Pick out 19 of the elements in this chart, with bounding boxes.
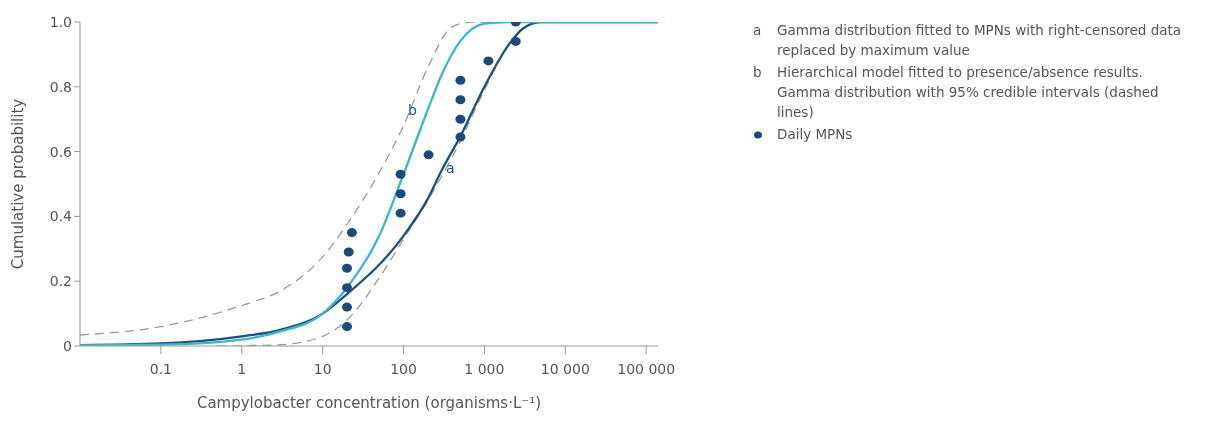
annotation: a bbox=[446, 160, 455, 176]
x-tick-label: 0.1 bbox=[149, 360, 173, 377]
annotation: b bbox=[408, 102, 417, 118]
x-axis-title: Campylobacter concentration (organisms·L⁻¹) bbox=[196, 394, 542, 412]
y-tick-label: 0.8 bbox=[49, 78, 72, 95]
x-tick-label: 100 000 bbox=[617, 360, 676, 377]
y-axis-title: Cumulative probability bbox=[9, 98, 28, 270]
legend-label: Daily MPNs bbox=[777, 125, 853, 144]
y-tick-label: 0 bbox=[63, 337, 72, 354]
text: b Hierarchical model fitted to presence/absence results. Gamma distribution with 95% credible intervals (dashed lines) bbox=[753, 63, 1160, 122]
x-tick-label: 100 bbox=[390, 360, 417, 377]
y-tick-label: 0.6 bbox=[49, 143, 73, 160]
x-tick-label: 10 000 bbox=[540, 360, 590, 377]
x-tick-label: 10 bbox=[313, 360, 332, 377]
y-tick-label: 0.4 bbox=[49, 208, 73, 225]
x-tick-label: 1 bbox=[237, 360, 247, 377]
y-tick-label: 0.2 bbox=[49, 273, 72, 290]
y-tick-label: 1.0 bbox=[49, 13, 72, 30]
x-tick-label: 1 000 bbox=[464, 360, 505, 377]
